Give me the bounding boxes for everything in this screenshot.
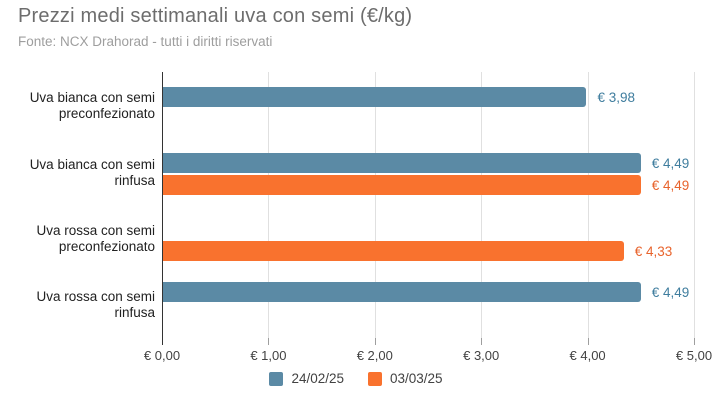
value-label-03-03-25-uva-bianca-rinfusa: € 4,49	[651, 178, 690, 193]
legend-swatch-orange-icon	[368, 371, 382, 386]
category-line: rinfusa	[114, 173, 155, 188]
x-tick-label-0: € 0,00	[143, 348, 181, 363]
tick-mark	[374, 338, 376, 345]
category-line: Uva rossa con semi	[36, 289, 155, 304]
category-line: preconfezionato	[58, 239, 155, 254]
category-label-uva-rossa-preconfezionato: Uva rossa con semi preconfezionato	[0, 223, 155, 255]
category-line: Uva bianca con semi	[29, 157, 155, 172]
legend-item-03-03-25: 03/03/25	[368, 371, 443, 386]
category-line: Uva bianca con semi	[29, 90, 155, 105]
gridline-1	[268, 72, 270, 338]
category-label-uva-rossa-rinfusa: Uva rossa con semi rinfusa	[0, 289, 155, 321]
category-label-uva-bianca-rinfusa: Uva bianca con semi rinfusa	[0, 157, 155, 189]
x-tick-label-3: € 3,00	[463, 348, 500, 363]
value-label-uva-bianca-preconfezionato: € 3,98	[597, 90, 636, 105]
gridline-3	[481, 72, 483, 338]
y-axis-line	[162, 72, 163, 345]
value-label-24-02-25-uva-bianca-rinfusa: € 4,49	[651, 156, 690, 171]
category-line: preconfezionato	[58, 106, 155, 121]
gridline-4	[587, 72, 589, 338]
bar-24-02-25-uva-bianca-rinfusa	[163, 153, 641, 173]
tick-mark	[694, 338, 695, 345]
bar-24-02-25-uva-bianca-preconfezionato	[163, 87, 587, 107]
tick-mark	[268, 338, 270, 345]
gridline-5	[694, 72, 695, 338]
legend: 24/02/25 03/03/25	[0, 371, 712, 386]
gridline-2	[374, 72, 376, 338]
x-tick-label-2: € 2,00	[356, 348, 393, 363]
value-label-uva-rossa-rinfusa: € 4,49	[651, 285, 690, 300]
chart-title: Prezzi medi settimanali uva con semi (€/…	[18, 5, 413, 27]
bar-03-03-25-uva-bianca-rinfusa	[163, 175, 641, 195]
category-line: Uva rossa con semi	[36, 223, 155, 238]
chart-subtitle: Fonte: NCX Drahorad - tutti i diritti ri…	[18, 34, 273, 49]
bar-24-02-25-uva-rossa-rinfusa	[163, 282, 641, 302]
legend-swatch-blue-icon	[269, 371, 284, 386]
legend-item-24-02-25: 24/02/25	[269, 371, 344, 386]
bar-03-03-25-uva-rossa-preconfezionato	[163, 241, 624, 261]
value-label-uva-rossa-preconfezionato: € 4,33	[634, 244, 673, 259]
legend-label: 03/03/25	[390, 371, 443, 386]
x-tick-label-5: € 5,00	[675, 348, 712, 363]
category-line: rinfusa	[114, 305, 155, 320]
tick-mark	[481, 338, 483, 345]
legend-label: 24/02/25	[291, 371, 344, 386]
x-tick-label-4: € 4,00	[569, 348, 606, 363]
plot-area: € 3,98 € 4,49 € 4,49 € 4,33 € 4,49 € 0,0…	[144, 72, 712, 363]
x-tick-label-1: € 1,00	[250, 348, 287, 363]
category-label-uva-bianca-preconfezionato: Uva bianca con semi preconfezionato	[0, 90, 155, 122]
tick-mark	[587, 338, 589, 345]
